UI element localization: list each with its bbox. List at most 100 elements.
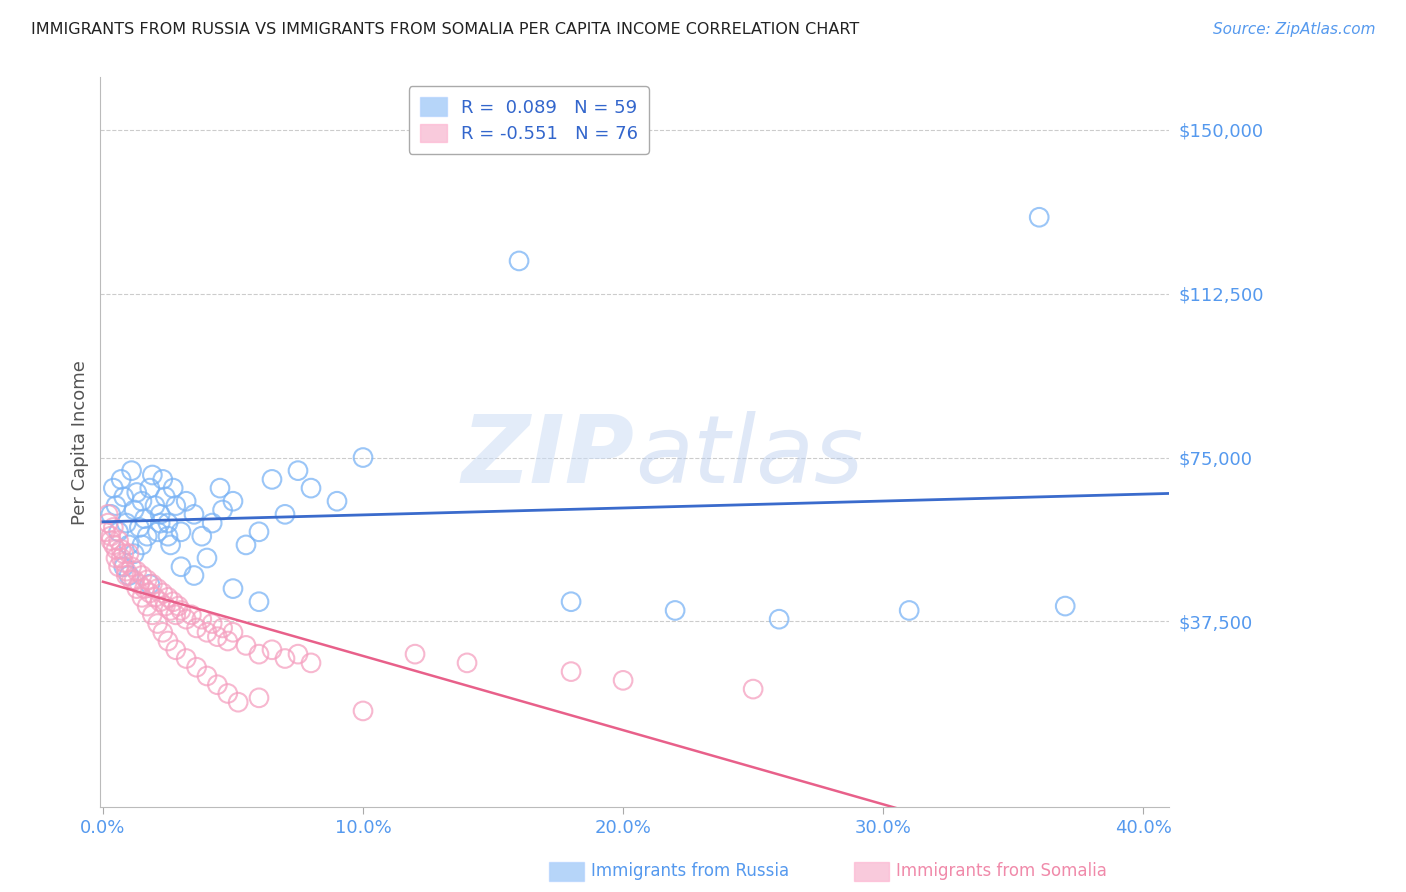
Point bbox=[146, 616, 169, 631]
Point bbox=[174, 494, 197, 508]
Point bbox=[217, 634, 239, 648]
Point bbox=[159, 603, 181, 617]
Point bbox=[131, 538, 153, 552]
Point bbox=[299, 656, 322, 670]
Point bbox=[122, 547, 145, 561]
Point bbox=[222, 625, 245, 640]
Point bbox=[94, 524, 117, 539]
Point bbox=[222, 494, 245, 508]
Point bbox=[121, 559, 143, 574]
Point bbox=[103, 520, 125, 534]
Point bbox=[208, 481, 231, 495]
Text: Source: ZipAtlas.com: Source: ZipAtlas.com bbox=[1212, 22, 1375, 37]
Point bbox=[156, 516, 179, 530]
Point bbox=[131, 494, 153, 508]
Point bbox=[235, 639, 257, 653]
Point bbox=[162, 481, 184, 495]
Point bbox=[152, 625, 174, 640]
Point bbox=[125, 582, 148, 596]
Point bbox=[115, 568, 138, 582]
Point bbox=[112, 547, 135, 561]
Point bbox=[299, 481, 322, 495]
Point bbox=[110, 542, 132, 557]
Point bbox=[110, 551, 132, 566]
Point bbox=[112, 555, 135, 569]
Point bbox=[125, 564, 148, 578]
Point bbox=[156, 591, 179, 605]
Point bbox=[139, 577, 162, 591]
Point bbox=[207, 678, 229, 692]
Point bbox=[186, 660, 208, 674]
Point bbox=[152, 586, 174, 600]
Point bbox=[100, 508, 122, 522]
Point bbox=[508, 254, 530, 268]
Point bbox=[211, 621, 233, 635]
Point bbox=[156, 529, 179, 543]
Point bbox=[404, 647, 426, 661]
Point bbox=[326, 494, 349, 508]
Point bbox=[149, 595, 172, 609]
Point bbox=[121, 464, 143, 478]
Point bbox=[125, 485, 148, 500]
Point bbox=[97, 508, 120, 522]
Point bbox=[149, 516, 172, 530]
Point bbox=[195, 625, 218, 640]
Point bbox=[134, 512, 156, 526]
Point bbox=[186, 621, 208, 635]
Point bbox=[742, 682, 765, 697]
Point bbox=[118, 568, 141, 582]
Point bbox=[107, 524, 129, 539]
Point bbox=[152, 472, 174, 486]
Legend: R =  0.089   N = 59, R = -0.551   N = 76: R = 0.089 N = 59, R = -0.551 N = 76 bbox=[409, 87, 648, 154]
Point bbox=[183, 568, 205, 582]
Point bbox=[141, 607, 163, 622]
Point bbox=[174, 612, 197, 626]
Point bbox=[195, 669, 218, 683]
Point bbox=[112, 490, 135, 504]
Point bbox=[165, 499, 187, 513]
Point bbox=[1054, 599, 1077, 613]
Point bbox=[139, 481, 162, 495]
Point bbox=[167, 599, 190, 613]
Point bbox=[217, 686, 239, 700]
Point bbox=[191, 612, 214, 626]
Point bbox=[104, 499, 127, 513]
Point bbox=[274, 651, 297, 665]
Point bbox=[131, 591, 153, 605]
Point bbox=[122, 573, 145, 587]
Point bbox=[247, 595, 270, 609]
Point bbox=[103, 481, 125, 495]
Point bbox=[141, 577, 163, 591]
Point bbox=[146, 524, 169, 539]
Point bbox=[136, 573, 159, 587]
Point bbox=[352, 704, 374, 718]
Point bbox=[247, 690, 270, 705]
Point bbox=[146, 582, 169, 596]
Point bbox=[149, 508, 172, 522]
Point bbox=[134, 582, 156, 596]
Point bbox=[118, 538, 141, 552]
Point bbox=[201, 616, 224, 631]
Point bbox=[100, 533, 122, 548]
Point bbox=[115, 564, 138, 578]
Point bbox=[143, 499, 166, 513]
Point bbox=[107, 533, 129, 548]
Point bbox=[898, 603, 921, 617]
Point bbox=[664, 603, 686, 617]
Point bbox=[110, 472, 132, 486]
Point bbox=[560, 665, 582, 679]
Point bbox=[128, 577, 150, 591]
Text: Immigrants from Russia: Immigrants from Russia bbox=[591, 863, 789, 880]
Point bbox=[128, 520, 150, 534]
Point bbox=[274, 508, 297, 522]
Point bbox=[131, 568, 153, 582]
Point bbox=[100, 529, 122, 543]
Point bbox=[170, 603, 193, 617]
Text: IMMIGRANTS FROM RUSSIA VS IMMIGRANTS FROM SOMALIA PER CAPITA INCOME CORRELATION : IMMIGRANTS FROM RUSSIA VS IMMIGRANTS FRO… bbox=[31, 22, 859, 37]
Point bbox=[159, 538, 181, 552]
Point bbox=[211, 503, 233, 517]
Point bbox=[247, 647, 270, 661]
Point bbox=[612, 673, 634, 688]
Point bbox=[456, 656, 478, 670]
Point bbox=[170, 559, 193, 574]
